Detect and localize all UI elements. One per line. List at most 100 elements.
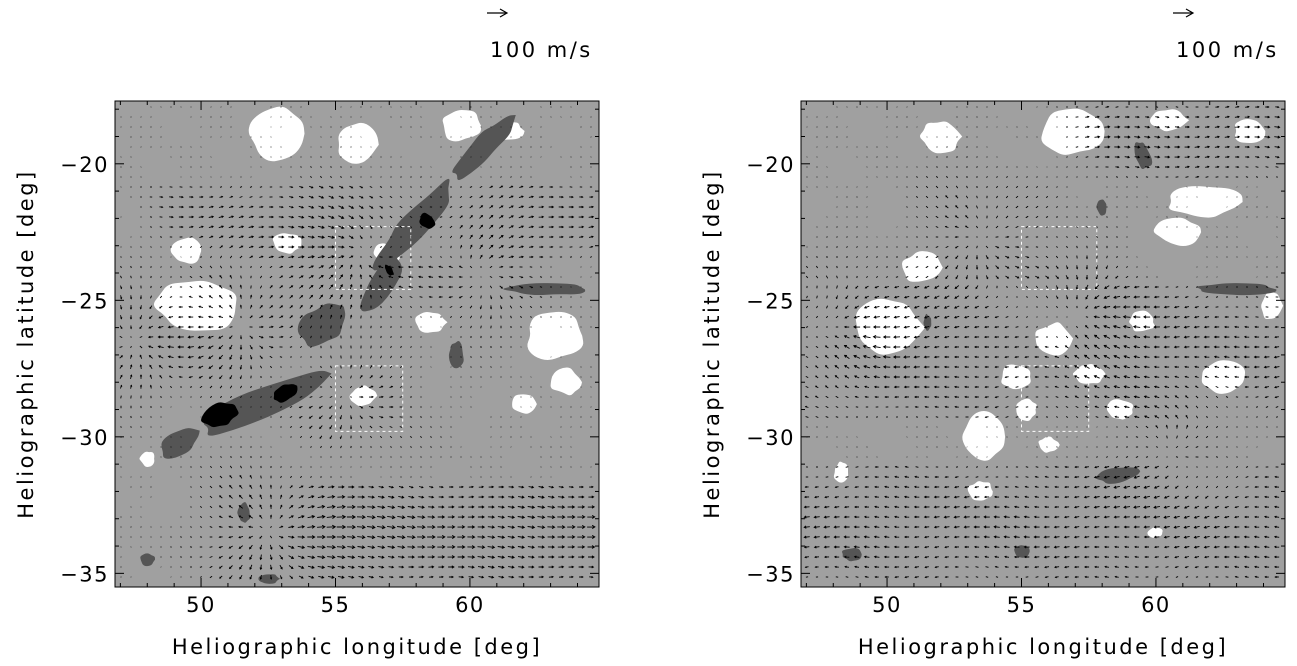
velocity-arrow	[529, 306, 533, 308]
velocity-arrow	[1173, 325, 1180, 329]
velocity-arrow	[814, 395, 819, 399]
velocity-arrow	[369, 375, 373, 379]
velocity-arrow	[834, 354, 840, 359]
velocity-arrow	[360, 304, 363, 309]
velocity-arrow	[874, 505, 880, 509]
velocity-arrow	[1225, 396, 1229, 398]
velocity-arrow	[1184, 155, 1191, 159]
velocity-arrow	[1233, 335, 1240, 339]
velocity-arrow	[289, 346, 293, 348]
velocity-arrow	[1264, 495, 1270, 499]
velocity-arrow	[943, 395, 950, 399]
velocity-arrow	[497, 555, 506, 559]
velocity-arrow	[487, 525, 496, 529]
velocity-arrow	[259, 514, 263, 519]
velocity-arrow	[390, 305, 392, 309]
velocity-arrow	[280, 396, 282, 398]
velocity-arrow	[904, 565, 910, 569]
velocity-arrow	[1243, 365, 1250, 369]
velocity-arrow	[904, 395, 910, 399]
velocity-arrow	[1013, 545, 1020, 549]
velocity-arrow	[150, 246, 152, 248]
velocity-arrow	[567, 535, 576, 539]
velocity-arrow	[824, 365, 829, 369]
velocity-arrow	[1204, 375, 1209, 378]
velocity-arrow	[1133, 475, 1140, 479]
velocity-arrow	[1056, 176, 1058, 178]
velocity-arrow	[209, 556, 213, 558]
velocity-arrow	[923, 505, 930, 509]
velocity-arrow	[528, 565, 535, 569]
velocity-arrow	[843, 515, 850, 519]
velocity-arrow	[913, 495, 920, 499]
velocity-arrow	[995, 305, 999, 309]
velocity-arrow	[1055, 265, 1059, 269]
velocity-arrow	[578, 225, 585, 229]
velocity-arrow	[577, 505, 586, 509]
velocity-arrow	[468, 505, 475, 509]
velocity-arrow	[853, 555, 860, 559]
velocity-arrow	[120, 265, 122, 269]
velocity-arrow	[1153, 365, 1160, 369]
velocity-arrow	[1134, 565, 1139, 568]
velocity-arrow	[350, 405, 352, 409]
velocity-arrow	[327, 245, 335, 249]
velocity-arrow	[994, 376, 999, 379]
velocity-arrow	[379, 425, 383, 429]
velocity-arrow	[1003, 535, 1010, 539]
velocity-arrow	[239, 255, 243, 259]
velocity-arrow	[519, 305, 523, 309]
velocity-arrow	[903, 335, 910, 339]
velocity-arrow	[498, 234, 504, 239]
velocity-arrow	[806, 426, 808, 428]
velocity-arrow	[139, 354, 143, 359]
velocity-arrow	[936, 446, 938, 448]
velocity-arrow	[1185, 176, 1189, 178]
velocity-arrow	[199, 245, 203, 249]
velocity-arrow	[238, 225, 245, 229]
velocity-arrow	[916, 216, 918, 218]
velocity-arrow	[1133, 295, 1140, 299]
velocity-arrow	[904, 465, 909, 468]
velocity-arrow	[825, 275, 829, 279]
velocity-arrow	[1205, 425, 1209, 429]
velocity-arrow	[178, 215, 184, 219]
white-patch	[272, 233, 302, 254]
velocity-arrow	[427, 515, 436, 519]
velocity-arrow	[944, 345, 950, 349]
velocity-arrow	[329, 415, 333, 420]
velocity-arrow	[873, 385, 880, 389]
velocity-arrow	[377, 515, 386, 520]
velocity-arrow	[229, 364, 233, 370]
velocity-arrow	[963, 515, 970, 519]
velocity-arrow	[1226, 466, 1228, 468]
velocity-arrow	[228, 235, 234, 239]
velocity-arrow	[308, 225, 315, 229]
velocity-arrow	[509, 285, 514, 289]
dark-patch	[448, 341, 464, 369]
velocity-arrow	[976, 456, 978, 458]
velocity-arrow	[399, 215, 403, 219]
velocity-arrow	[469, 244, 473, 249]
velocity-arrow	[1054, 375, 1059, 379]
velocity-arrow	[1066, 156, 1068, 158]
velocity-arrow	[268, 235, 275, 239]
velocity-arrow	[350, 385, 352, 389]
velocity-arrow	[279, 554, 283, 560]
velocity-arrow	[1204, 135, 1210, 139]
dark-patch	[237, 502, 251, 523]
velocity-arrow	[388, 555, 395, 559]
velocity-arrow	[984, 345, 989, 349]
velocity-arrow	[469, 285, 473, 289]
velocity-arrow	[1164, 485, 1170, 489]
velocity-arrow	[228, 545, 233, 549]
velocity-arrow	[1223, 535, 1230, 539]
velocity-arrow	[1055, 396, 1059, 398]
velocity-arrow	[490, 476, 492, 478]
velocity-arrow	[447, 555, 456, 559]
velocity-arrow	[218, 305, 223, 309]
velocity-arrow	[864, 565, 870, 569]
velocity-arrow	[1194, 315, 1200, 319]
velocity-arrow	[578, 565, 585, 569]
velocity-arrow	[228, 525, 233, 529]
